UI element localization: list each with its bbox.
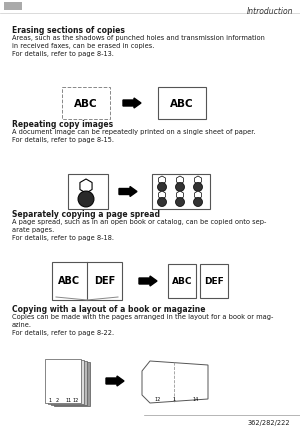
Text: A page spread, such as in an open book or catalog, can be copied onto sep-
arate: A page spread, such as in an open book o… (12, 219, 266, 232)
Bar (68, 175, 108, 210)
Bar (152, 175, 210, 210)
Text: Introduction: Introduction (247, 6, 293, 15)
Circle shape (158, 198, 166, 207)
FancyArrow shape (119, 187, 137, 197)
Circle shape (194, 198, 202, 207)
Text: 362/282/222: 362/282/222 (248, 419, 290, 425)
Circle shape (176, 198, 184, 207)
Text: Repeating copy images: Repeating copy images (12, 120, 113, 129)
Text: DEF: DEF (94, 275, 115, 285)
Text: For details, refer to page 8-18.: For details, refer to page 8-18. (12, 234, 114, 240)
Bar (62, 88, 110, 120)
Text: 12: 12 (73, 397, 79, 403)
Text: Areas, such as the shadows of punched holes and transmission information
in rece: Areas, such as the shadows of punched ho… (12, 35, 265, 49)
Text: 14: 14 (193, 397, 199, 402)
Bar (54, 362, 90, 406)
Circle shape (194, 183, 202, 192)
Bar (48, 360, 84, 404)
Text: Erasing sections of copies: Erasing sections of copies (12, 26, 125, 35)
Bar (168, 265, 196, 298)
Text: ABC: ABC (170, 99, 194, 109)
Bar (158, 88, 206, 120)
Text: For details, refer to page 8-13.: For details, refer to page 8-13. (12, 51, 114, 57)
Text: For details, refer to page 8-22.: For details, refer to page 8-22. (12, 329, 114, 335)
Text: Separately copying a page spread: Separately copying a page spread (12, 210, 160, 219)
Circle shape (158, 183, 166, 192)
Polygon shape (142, 361, 208, 403)
Bar (200, 265, 228, 298)
Bar (4, 3, 22, 11)
Text: 2: 2 (56, 397, 58, 403)
Bar (52, 262, 122, 300)
Text: Copies can be made with the pages arranged in the layout for a book or mag-
azin: Copies can be made with the pages arrang… (12, 313, 273, 327)
Text: 11: 11 (66, 397, 72, 403)
Bar (45, 359, 81, 403)
Text: 1: 1 (48, 397, 52, 403)
Text: DEF: DEF (204, 277, 224, 286)
Text: ABC: ABC (172, 277, 192, 286)
Circle shape (176, 183, 184, 192)
Text: 1: 1 (172, 397, 176, 402)
Bar (51, 361, 87, 405)
Text: 12: 12 (155, 397, 161, 402)
Text: A document image can be repeatedly printed on a single sheet of paper.: A document image can be repeatedly print… (12, 129, 256, 135)
FancyArrow shape (139, 276, 157, 286)
Text: ABC: ABC (74, 99, 98, 109)
Circle shape (78, 192, 94, 207)
Text: For details, refer to page 8-15.: For details, refer to page 8-15. (12, 137, 114, 143)
FancyArrow shape (106, 376, 124, 386)
Text: ABC: ABC (58, 275, 81, 285)
FancyArrow shape (123, 99, 141, 109)
Text: Copying with a layout of a book or magazine: Copying with a layout of a book or magaz… (12, 304, 206, 313)
